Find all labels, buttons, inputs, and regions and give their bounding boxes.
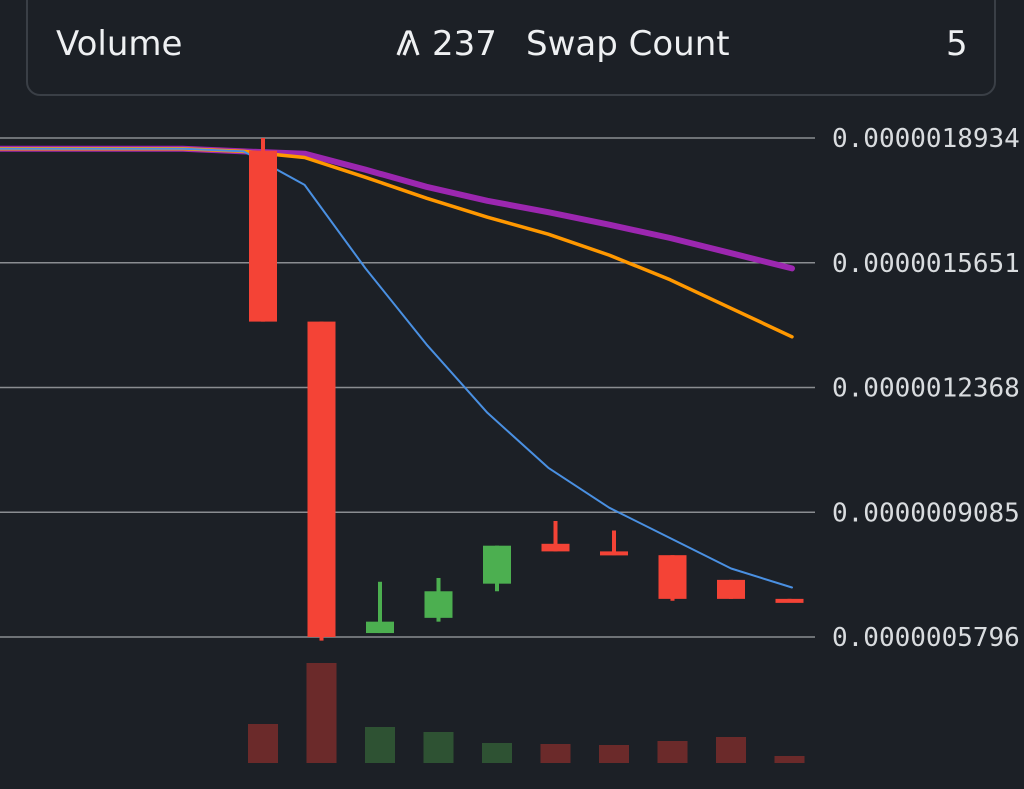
candle-body [658, 555, 687, 599]
moving-average-line [0, 147, 793, 589]
candle-body [775, 598, 804, 603]
candle-body [366, 621, 394, 634]
volume-bar [774, 756, 805, 763]
volume-bar [657, 741, 688, 763]
y-axis-label: 0.0000018934 [832, 124, 1020, 154]
candle-body [541, 543, 570, 552]
swap-count-label: Swap Count [526, 24, 730, 64]
y-axis-label: 0.0000015651 [832, 249, 1020, 279]
moving-average-line [0, 145, 795, 272]
candle-body [717, 579, 745, 599]
candle-body [600, 551, 628, 556]
volume-value: 237 [432, 24, 497, 64]
y-axis-label: 0.0000012368 [832, 374, 1020, 404]
arbitrum-icon [394, 24, 424, 64]
volume-bar [540, 744, 571, 763]
volume-bar [423, 732, 454, 763]
swap-count-value: 5 [946, 24, 968, 64]
stats-card [26, 0, 996, 96]
volume-bar [306, 663, 337, 763]
volume-bar [482, 743, 512, 763]
candle-body [424, 591, 453, 618]
y-axis-label: 0.0000009085 [832, 498, 1020, 528]
volume-bar [599, 745, 629, 763]
volume-bar [248, 724, 278, 763]
candle-body [307, 321, 336, 637]
volume-label: Volume [56, 24, 183, 64]
y-axis-label: 0.0000005796 [832, 623, 1020, 653]
candle-body [483, 545, 511, 584]
candle-body [249, 150, 277, 322]
volume-bar [716, 737, 746, 763]
volume-bar [365, 727, 395, 763]
